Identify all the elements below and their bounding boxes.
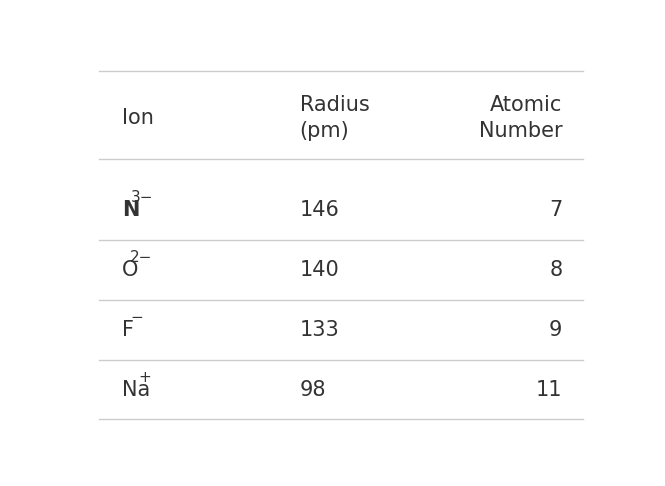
Text: N: N — [122, 200, 139, 220]
Text: F: F — [122, 320, 134, 340]
Text: Na: Na — [122, 380, 150, 399]
Text: −: − — [130, 310, 143, 325]
Text: 140: 140 — [299, 260, 339, 280]
Text: Atomic
Number: Atomic Number — [479, 95, 563, 141]
Text: 3−: 3− — [131, 191, 153, 206]
Text: 146: 146 — [299, 200, 339, 220]
Text: 11: 11 — [536, 380, 563, 399]
Text: 9: 9 — [549, 320, 563, 340]
Text: 2−: 2− — [130, 250, 152, 265]
Text: Radius
(pm): Radius (pm) — [299, 95, 369, 141]
Text: Ion: Ion — [122, 108, 154, 128]
Text: +: + — [138, 370, 151, 385]
Text: 133: 133 — [299, 320, 339, 340]
Text: 98: 98 — [299, 380, 326, 399]
Text: 7: 7 — [549, 200, 563, 220]
Text: O: O — [122, 260, 138, 280]
Text: 8: 8 — [549, 260, 563, 280]
